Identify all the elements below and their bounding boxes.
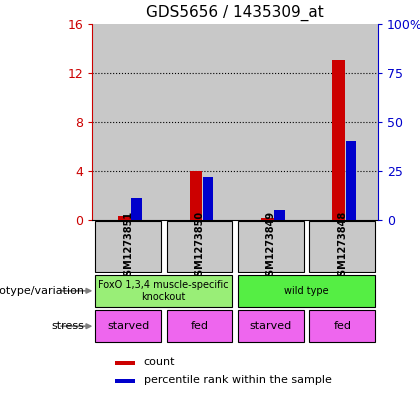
Text: GSM1273848: GSM1273848 <box>337 211 347 283</box>
Bar <box>118 217 131 220</box>
Text: wild type: wild type <box>284 286 329 296</box>
Bar <box>261 218 274 220</box>
Text: GSM1273849: GSM1273849 <box>266 211 276 283</box>
Bar <box>332 61 345 220</box>
Bar <box>346 141 356 220</box>
Bar <box>167 221 232 272</box>
Text: FoxO 1,3,4 muscle-specific
knockout: FoxO 1,3,4 muscle-specific knockout <box>98 280 229 301</box>
Text: fed: fed <box>333 321 351 331</box>
Bar <box>307 24 378 220</box>
Text: percentile rank within the sample: percentile rank within the sample <box>144 375 332 385</box>
Title: GDS5656 / 1435309_at: GDS5656 / 1435309_at <box>146 5 324 21</box>
Text: stress: stress <box>51 321 84 331</box>
Bar <box>115 379 135 383</box>
Bar <box>95 275 232 307</box>
Text: GSM1273850: GSM1273850 <box>194 211 205 283</box>
Bar <box>238 275 375 307</box>
Bar <box>310 221 375 272</box>
Bar <box>235 24 307 220</box>
Bar <box>238 221 304 272</box>
Text: starved: starved <box>250 321 292 331</box>
Bar <box>95 221 161 272</box>
Bar <box>238 310 304 342</box>
Bar <box>95 310 161 342</box>
Text: genotype/variation: genotype/variation <box>0 286 84 296</box>
Bar <box>189 171 202 220</box>
Bar <box>92 24 164 220</box>
Bar <box>310 310 375 342</box>
Text: GSM1273851: GSM1273851 <box>123 211 133 283</box>
Bar <box>203 177 213 220</box>
Bar <box>167 310 232 342</box>
Text: fed: fed <box>191 321 208 331</box>
Bar <box>131 198 142 220</box>
Bar <box>164 24 235 220</box>
Text: count: count <box>144 357 175 367</box>
Bar <box>274 210 285 220</box>
Bar <box>115 361 135 365</box>
Text: starved: starved <box>107 321 149 331</box>
